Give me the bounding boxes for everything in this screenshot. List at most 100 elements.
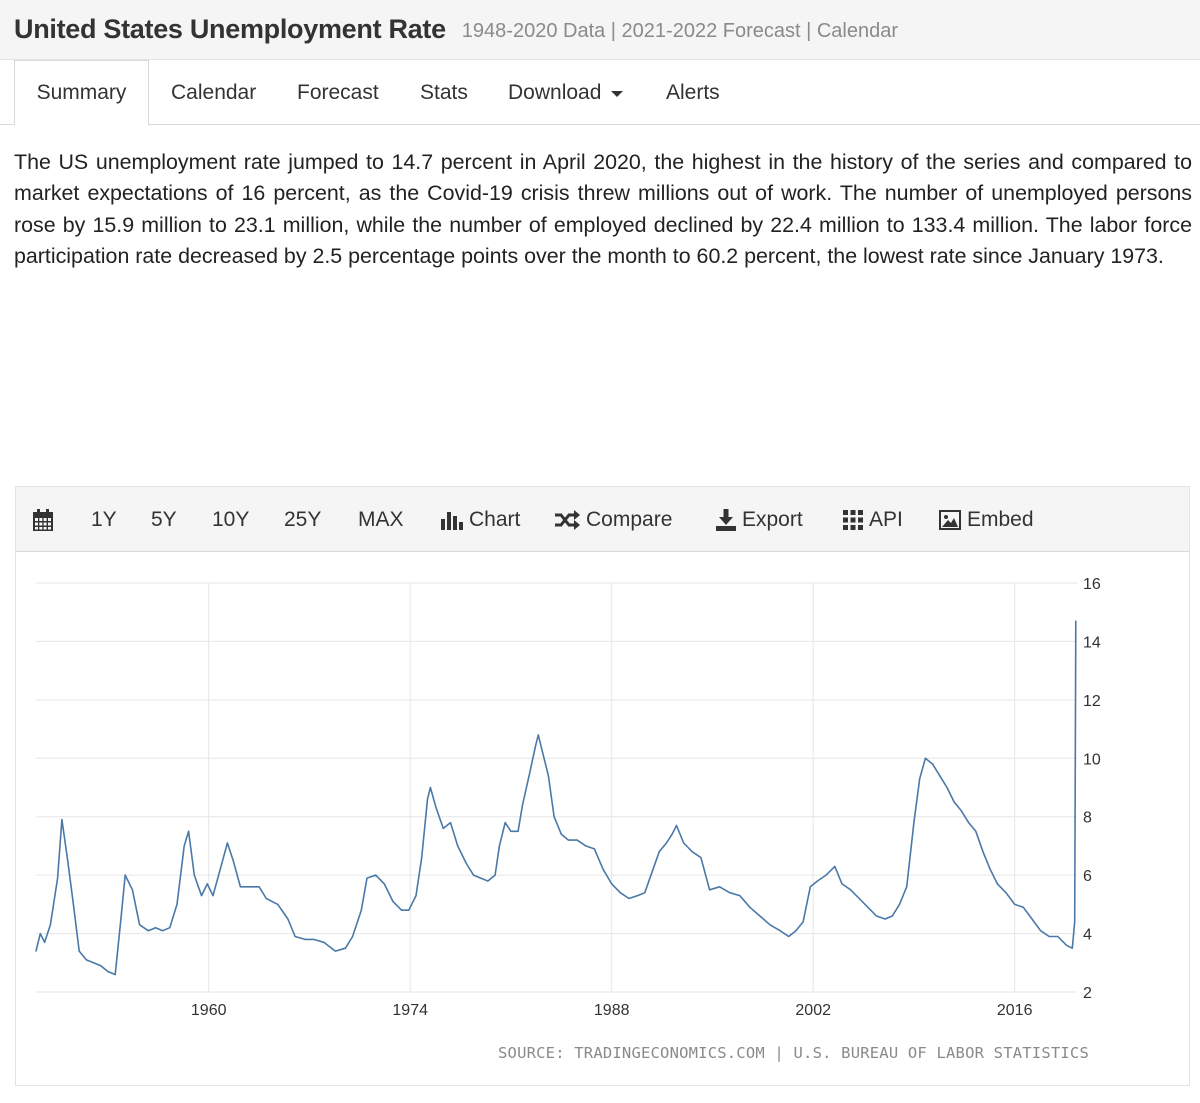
data-point [795,930,797,932]
data-point [691,851,693,853]
data-point [72,903,75,905]
tab-bar: Summary Calendar Forecast Stats Download… [0,60,1200,126]
data-point [769,924,771,926]
data-point [517,830,519,832]
data-point [939,775,941,777]
data-point [850,889,852,891]
y-tick-label: 6 [1083,868,1092,885]
data-point [131,889,134,891]
tab-summary[interactable]: Summary [14,60,149,126]
data-point [749,906,751,908]
range-25y-button[interactable]: 25Y [284,487,321,552]
data-point [187,830,190,832]
bar-chart-icon [441,511,463,530]
api-button[interactable]: API [843,487,903,552]
embed-button[interactable]: Embed [939,487,1034,552]
data-point [989,868,991,870]
calendar-button[interactable] [33,487,59,552]
export-label: Export [742,507,803,531]
data-point [779,930,781,932]
data-point [567,839,570,841]
data-point [49,924,51,926]
data-point [739,894,741,897]
data-point [265,897,267,900]
data-point [162,930,164,932]
tab-summary-label: Summary [36,81,127,104]
image-icon [939,509,961,530]
data-point [729,892,731,894]
data-point [834,865,836,867]
data-point [628,897,630,900]
data-point [585,845,587,847]
data-point [644,892,646,894]
grid-icon [843,509,863,530]
data-point [92,962,95,964]
tab-stats-label: Stats [420,80,468,104]
data-point [560,833,562,835]
data-point [665,842,667,844]
page-subtitle: 1948-2020 Data | 2021-2022 Forecast | Ca… [461,19,899,42]
tab-alerts[interactable]: Alerts [666,60,720,125]
data-point [1031,918,1033,920]
y-tick-label: 16 [1083,576,1101,593]
data-point [360,909,362,911]
data-point [169,927,171,929]
tab-calendar[interactable]: Calendar [171,60,256,125]
calendar-icon [33,508,53,531]
data-point [1075,620,1077,622]
data-point [619,892,621,894]
page-header: United States Unemployment Rate 1948-202… [0,0,1200,60]
data-point [498,845,501,847]
range-1y-label: 1Y [91,507,117,531]
range-1y-button[interactable]: 1Y [91,487,117,552]
data-point [637,894,639,897]
range-max-button[interactable]: MAX [358,487,404,552]
data-point [542,751,544,754]
export-button[interactable]: Export [716,487,803,552]
data-point [258,886,260,888]
range-10y-button[interactable]: 10Y [212,487,249,552]
data-point [344,947,347,949]
data-point [841,883,843,885]
data-point [521,804,524,806]
data-point [1022,906,1024,908]
data-point [323,941,325,943]
chart-type-button[interactable]: Chart [441,487,520,552]
x-tick-label: 1988 [594,1002,630,1019]
tab-download-label: Download [508,80,602,104]
data-point [825,874,827,876]
data-point [975,830,977,832]
data-point [602,868,604,870]
x-tick-label: 2002 [795,1002,831,1019]
data-point [480,877,482,879]
data-point [675,824,678,827]
tab-stats[interactable]: Stats [420,60,468,125]
tab-forecast[interactable]: Forecast [297,60,379,125]
range-5y-button[interactable]: 5Y [151,487,177,552]
data-point [183,845,185,847]
data-point [120,918,122,920]
range-25y-label: 25Y [284,507,322,531]
tab-download[interactable]: Download [508,60,624,125]
embed-label: Embed [967,507,1034,531]
data-point [1039,930,1042,932]
data-point [294,935,296,938]
data-point [924,757,927,759]
chart-source: SOURCE: TRADINGECONOMICS.COM | U.S. BURE… [498,1044,1089,1062]
data-point [1048,935,1050,938]
data-point [611,883,613,885]
chart-toolbar: 1Y 5Y 10Y 25Y MAX Chart Compare [16,487,1189,552]
data-point [858,897,860,900]
data-point [67,859,69,862]
data-point [415,894,417,897]
data-point [982,851,984,853]
data-point [683,842,685,844]
data-point [400,909,403,911]
api-label: API [869,507,903,531]
compare-button[interactable]: Compare [554,487,672,552]
data-point [968,821,970,824]
data-point [700,857,702,859]
data-point [239,886,241,888]
data-point [658,851,660,853]
y-tick-label: 10 [1083,751,1101,768]
